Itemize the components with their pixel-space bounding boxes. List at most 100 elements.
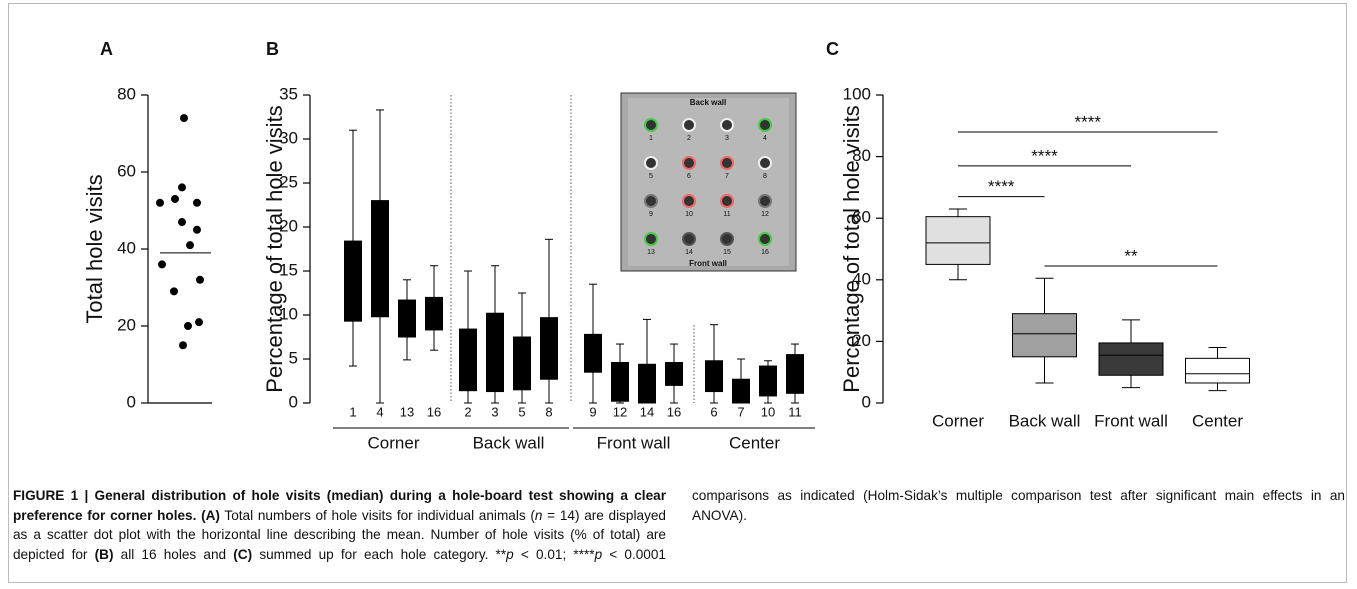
- box: [459, 328, 477, 392]
- hole: [644, 156, 658, 170]
- x-tick-label: 8: [545, 404, 552, 419]
- caption-text: FIGURE 1 | General distribution of hole …: [13, 488, 666, 523]
- hole: [682, 232, 696, 246]
- box: [344, 240, 362, 322]
- x-tick-label: 1: [349, 404, 356, 419]
- x-tick-label: 6: [710, 404, 717, 419]
- hole-number: 5: [649, 173, 653, 180]
- box: [759, 365, 777, 397]
- y-tick-label: 60: [852, 208, 871, 227]
- caption: FIGURE 1 | General distribution of hole …: [13, 486, 1345, 570]
- caption-text: summed up for each hole category. **: [252, 546, 507, 562]
- box: [1098, 342, 1164, 376]
- box: [425, 296, 443, 331]
- x-tick-label: Front wall: [1094, 411, 1168, 430]
- box: [638, 363, 656, 404]
- hole-number: 2: [687, 135, 691, 142]
- caption-text: = 14) are displayed as a scatter dot plo…: [13, 507, 666, 562]
- panel-letter: C: [826, 39, 839, 59]
- group-label: Corner: [368, 433, 420, 452]
- significance-label: ****: [1075, 112, 1102, 131]
- dot: [196, 275, 204, 284]
- box: [398, 299, 416, 338]
- y-tick-label: 100: [843, 84, 871, 103]
- dot: [170, 287, 178, 296]
- x-tick-label: Back wall: [1009, 411, 1081, 430]
- dot: [193, 198, 201, 207]
- hole: [682, 118, 696, 132]
- box: [786, 354, 804, 394]
- dot: [171, 194, 179, 203]
- dot: [186, 241, 194, 250]
- x-tick-label: 11: [788, 404, 802, 419]
- x-tick-label: 4: [376, 404, 383, 419]
- x-tick-label: 7: [737, 404, 744, 419]
- box: [665, 362, 683, 386]
- caption-text: p: [594, 546, 603, 562]
- significance-label: ****: [1031, 146, 1058, 165]
- box: [1012, 313, 1077, 358]
- group-label: Back wall: [473, 433, 545, 452]
- inset-bottom-label: Front wall: [689, 259, 727, 268]
- hole-number: 13: [647, 249, 655, 256]
- caption-text: (B): [94, 546, 114, 562]
- y-tick-label: 60: [117, 161, 136, 180]
- hole-number: 4: [763, 135, 767, 142]
- y-tick-label: 35: [279, 84, 298, 103]
- x-tick-label: 2: [464, 404, 471, 419]
- hole-number: 16: [761, 249, 769, 256]
- hole: [720, 156, 734, 170]
- box: [371, 200, 389, 318]
- hole: [758, 194, 772, 208]
- box: [486, 312, 504, 393]
- hole-number: 1: [649, 135, 653, 142]
- y-tick-label: 0: [862, 392, 871, 411]
- box: [584, 333, 602, 373]
- hole-number: 11: [723, 211, 730, 218]
- group-label: Front wall: [597, 433, 671, 452]
- hole-number: 9: [649, 211, 653, 218]
- y-tick-label: 20: [279, 216, 298, 235]
- y-tick-label: 0: [127, 392, 136, 411]
- dot: [178, 183, 186, 192]
- hole: [758, 118, 772, 132]
- x-tick-label: Corner: [932, 411, 984, 430]
- hole: [758, 156, 772, 170]
- x-tick-label: 9: [589, 404, 596, 419]
- caption-text: < 0.0001 comparisons as indicated (Holm-…: [602, 488, 1345, 562]
- dot: [180, 114, 188, 123]
- box: [513, 336, 531, 391]
- x-tick-label: 12: [613, 404, 627, 419]
- box: [925, 216, 991, 265]
- hole-number: 7: [725, 173, 729, 180]
- dot: [184, 322, 192, 330]
- x-tick-label: 16: [667, 404, 681, 419]
- x-tick-label: 5: [518, 404, 525, 419]
- hole-number: 14: [685, 249, 693, 256]
- group-label: Center: [729, 433, 780, 452]
- box: [1185, 357, 1250, 384]
- box: [732, 378, 750, 404]
- x-tick-label: 16: [427, 404, 441, 419]
- hole: [758, 232, 772, 246]
- y-axis-label: Percentage of total hole visits: [262, 105, 287, 392]
- hole: [644, 232, 658, 246]
- x-tick-label: Center: [1192, 411, 1243, 430]
- inset-top-label: Back wall: [690, 98, 726, 107]
- hole-number: 10: [685, 211, 693, 218]
- panel-letter: A: [100, 39, 113, 59]
- y-axis-label: Percentage of total hole visits: [839, 105, 864, 392]
- y-tick-label: 25: [279, 172, 298, 191]
- hole-number: 6: [687, 173, 691, 180]
- hole: [682, 194, 696, 208]
- hole-number: 8: [763, 173, 767, 180]
- caption-text: all 16 holes and: [113, 546, 234, 562]
- panel-letter: B: [266, 39, 279, 59]
- hole-number: 12: [761, 211, 769, 218]
- dot: [179, 341, 187, 350]
- y-tick-label: 5: [289, 348, 298, 367]
- x-tick-label: 3: [491, 404, 498, 419]
